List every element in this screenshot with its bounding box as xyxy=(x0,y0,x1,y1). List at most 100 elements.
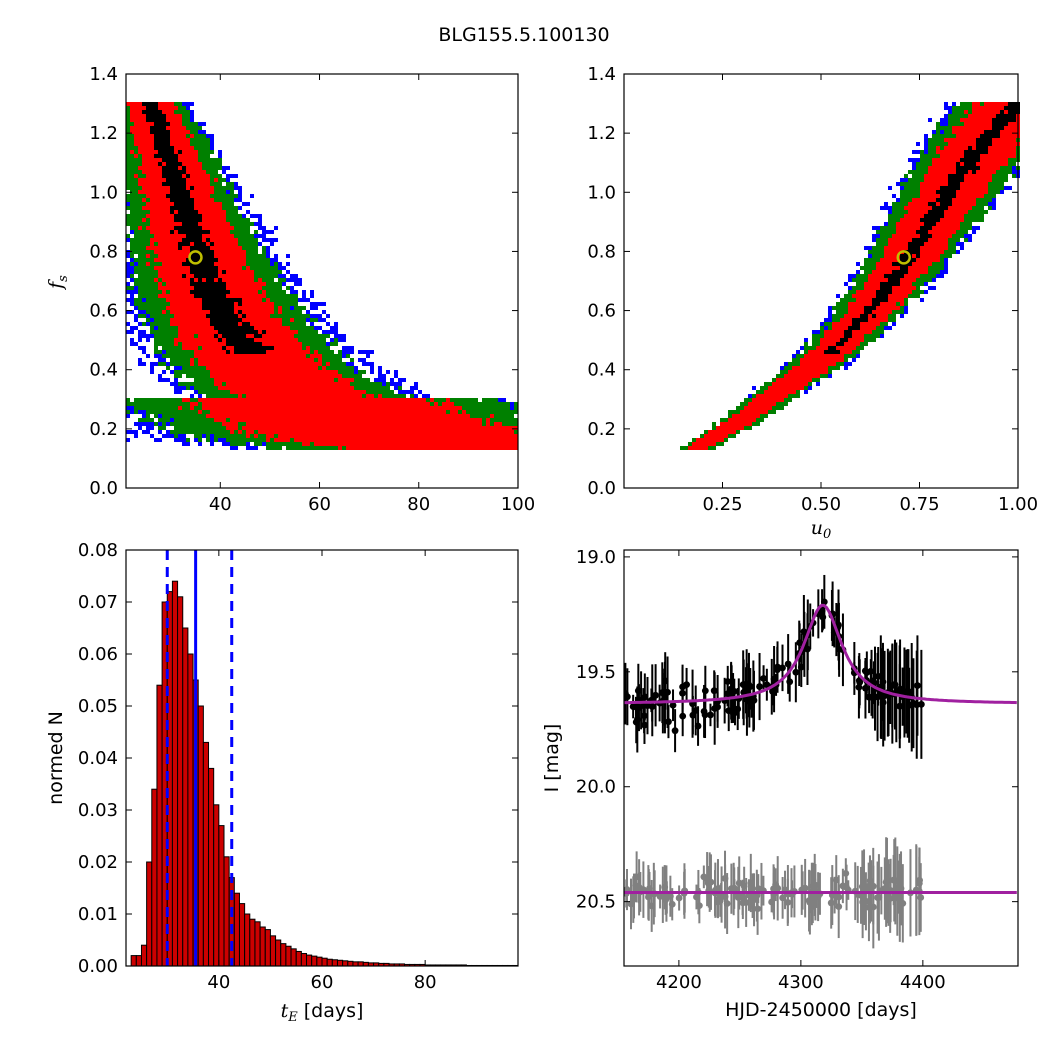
posterior-cell xyxy=(920,262,924,266)
posterior-cell xyxy=(310,446,314,450)
posterior-cell xyxy=(414,446,418,450)
posterior-cell xyxy=(302,414,306,418)
posterior-cell xyxy=(190,366,194,370)
posterior-cell xyxy=(230,274,234,278)
posterior-cell xyxy=(888,294,892,298)
posterior-cell xyxy=(158,342,162,346)
posterior-cell xyxy=(158,158,162,162)
posterior-cell xyxy=(298,366,302,370)
posterior-cell xyxy=(146,322,150,326)
posterior-cell xyxy=(804,378,808,382)
posterior-cell xyxy=(936,158,940,162)
posterior-cell xyxy=(146,142,150,146)
posterior-cell xyxy=(700,434,704,438)
posterior-cell xyxy=(166,402,170,406)
posterior-cell xyxy=(274,374,278,378)
posterior-cell xyxy=(900,294,904,298)
posterior-cell xyxy=(254,394,258,398)
posterior-cell xyxy=(170,150,174,154)
posterior-cell xyxy=(928,222,932,226)
posterior-cell xyxy=(138,346,142,350)
posterior-cell xyxy=(394,414,398,418)
posterior-cell xyxy=(170,202,174,206)
posterior-cell xyxy=(350,370,354,374)
posterior-cell xyxy=(748,402,752,406)
posterior-cell xyxy=(346,346,350,350)
posterior-cell xyxy=(282,378,286,382)
posterior-cell xyxy=(182,130,186,134)
posterior-cell xyxy=(154,282,158,286)
posterior-cell xyxy=(130,310,134,314)
posterior-cell xyxy=(394,394,398,398)
posterior-cell xyxy=(194,374,198,378)
posterior-cell xyxy=(912,182,916,186)
posterior-cell xyxy=(230,378,234,382)
posterior-cell xyxy=(888,302,892,306)
posterior-cell xyxy=(892,218,896,222)
posterior-cell xyxy=(142,334,146,338)
posterior-cell xyxy=(916,258,920,262)
posterior-cell xyxy=(282,382,286,386)
posterior-cell xyxy=(760,390,764,394)
posterior-cell xyxy=(912,270,916,274)
posterior-cell xyxy=(242,266,246,270)
posterior-cell xyxy=(298,406,302,410)
posterior-cell xyxy=(242,438,246,442)
posterior-cell xyxy=(186,362,190,366)
posterior-cell xyxy=(294,298,298,302)
posterior-cell xyxy=(704,430,708,434)
posterior-cell xyxy=(510,418,514,422)
posterior-cell xyxy=(728,426,732,430)
posterior-cell xyxy=(458,442,462,446)
posterior-cell xyxy=(150,298,154,302)
posterior-cell xyxy=(896,286,900,290)
posterior-cell xyxy=(928,270,932,274)
posterior-cell xyxy=(338,374,342,378)
posterior-cell xyxy=(274,326,278,330)
posterior-cell xyxy=(186,130,190,134)
posterior-cell xyxy=(198,238,202,242)
posterior-cell xyxy=(808,350,812,354)
posterior-cell xyxy=(242,418,246,422)
posterior-cell xyxy=(338,438,342,442)
posterior-cell xyxy=(186,350,190,354)
posterior-cell xyxy=(442,414,446,418)
posterior-cell xyxy=(250,254,254,258)
posterior-cell xyxy=(720,430,724,434)
posterior-cell xyxy=(278,338,282,342)
posterior-cell xyxy=(306,390,310,394)
posterior-cell xyxy=(346,386,350,390)
posterior-cell xyxy=(246,334,250,338)
posterior-cell xyxy=(210,386,214,390)
posterior-cell xyxy=(218,414,222,418)
posterior-cell xyxy=(426,438,430,442)
posterior-cell xyxy=(206,302,210,306)
posterior-cell xyxy=(394,434,398,438)
posterior-cell xyxy=(242,402,246,406)
posterior-cell xyxy=(166,314,170,318)
posterior-cell xyxy=(198,198,202,202)
posterior-cell xyxy=(202,422,206,426)
posterior-cell xyxy=(904,206,908,210)
posterior-cell xyxy=(202,398,206,402)
posterior-cell xyxy=(238,422,242,426)
posterior-cell xyxy=(246,246,250,250)
posterior-cell xyxy=(872,274,876,278)
posterior-cell xyxy=(916,262,920,266)
posterior-cell xyxy=(438,406,442,410)
posterior-cell xyxy=(158,138,162,142)
posterior-cell xyxy=(414,414,418,418)
posterior-cell xyxy=(182,134,186,138)
posterior-cell xyxy=(860,286,864,290)
posterior-cell xyxy=(274,410,278,414)
posterior-cell xyxy=(234,394,238,398)
posterior-cell xyxy=(182,166,186,170)
posterior-cell xyxy=(282,434,286,438)
posterior-cell xyxy=(162,410,166,414)
posterior-cell xyxy=(422,410,426,414)
posterior-cell xyxy=(226,298,230,302)
posterior-cell xyxy=(246,414,250,418)
posterior-cell xyxy=(186,198,190,202)
posterior-cell xyxy=(222,398,226,402)
